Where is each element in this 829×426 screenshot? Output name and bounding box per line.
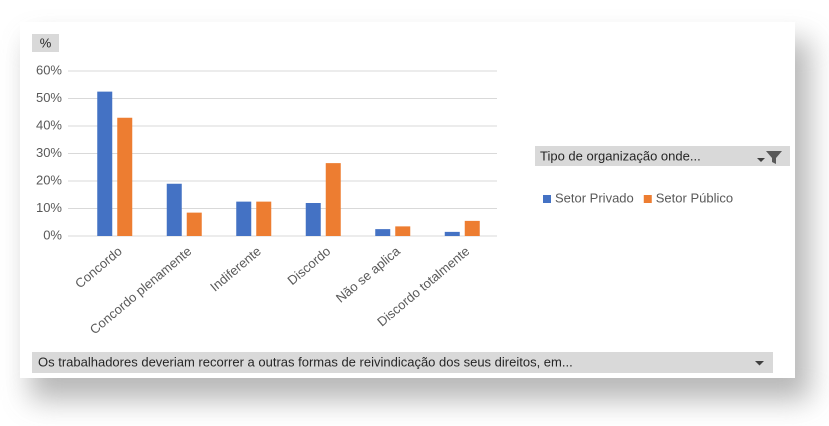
y-tick-label: 30% xyxy=(36,145,62,160)
bar xyxy=(166,183,182,236)
bar xyxy=(444,231,460,236)
dropdown-arrow xyxy=(757,158,765,162)
bar xyxy=(186,212,202,236)
filter-icon xyxy=(766,151,782,164)
y-tick-label: 40% xyxy=(36,117,62,132)
bar xyxy=(395,226,411,236)
axis-field-button[interactable] xyxy=(32,352,773,373)
legend-label: Setor Público xyxy=(656,190,733,205)
bar xyxy=(464,220,480,236)
y-tick-label: 50% xyxy=(36,90,62,105)
y-tick-label: 10% xyxy=(36,200,62,215)
dropdown-arrow xyxy=(755,361,764,366)
bar xyxy=(97,91,113,236)
y-tick-label: 60% xyxy=(36,62,62,77)
chart-area xyxy=(20,22,795,378)
y-tick-label: 20% xyxy=(36,172,62,187)
bar xyxy=(236,201,252,236)
y-tick-label: 0% xyxy=(43,227,62,242)
bar xyxy=(325,163,341,236)
legend-label: Setor Privado xyxy=(555,190,634,205)
value-field-button[interactable] xyxy=(32,34,59,52)
legend-marker xyxy=(543,195,551,203)
bar xyxy=(375,229,391,236)
legend-field-button[interactable] xyxy=(535,146,790,166)
bar xyxy=(117,117,133,236)
bar xyxy=(305,203,321,236)
value-field-label: % xyxy=(40,35,52,50)
axis-field-label: Os trabalhadores deveriam recorrer a out… xyxy=(38,354,573,369)
legend-field-label: Tipo de organização onde... xyxy=(540,148,701,163)
legend-marker xyxy=(643,195,652,203)
bar xyxy=(256,201,272,236)
